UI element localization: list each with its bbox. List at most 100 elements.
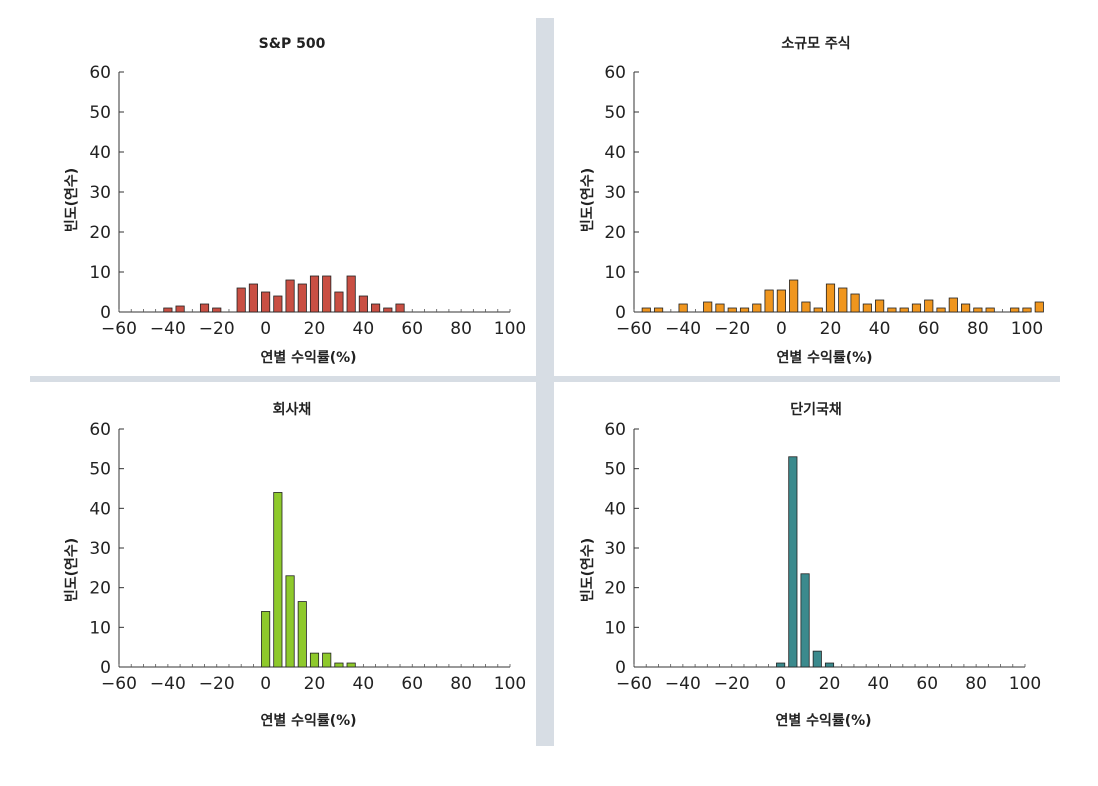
- y-tick-label: 20: [604, 579, 626, 599]
- histogram-bar: [273, 295, 283, 313]
- histogram-bar: [801, 301, 811, 313]
- histogram-bar: [285, 279, 295, 313]
- histogram-bar: [752, 303, 762, 313]
- y-axis-label: 빈도(연수): [64, 168, 80, 232]
- x-tick-label: 80: [965, 674, 987, 694]
- x-tick-label: 60: [916, 674, 938, 694]
- y-tick-label: 0: [100, 303, 111, 323]
- histogram-bar: [309, 652, 320, 668]
- panel-background: [556, 382, 1060, 746]
- x-tick-label: 40: [353, 319, 375, 339]
- histogram-bar: [297, 601, 307, 668]
- histogram-bar: [395, 303, 405, 313]
- panel-background: [32, 382, 536, 746]
- histogram-bar: [1022, 307, 1032, 313]
- panel-background: [32, 20, 536, 376]
- chart-panel-2: 소규모 주식 0 10 20 30 40 50 60 −60 −40 −20 0 20 40 60 80 100…: [556, 20, 1060, 376]
- histogram-bar: [862, 303, 872, 313]
- x-tick-label: 80: [450, 319, 472, 339]
- y-tick-label: 50: [89, 103, 111, 123]
- histogram-bar: [358, 295, 368, 313]
- x-tick-label: −20: [199, 319, 235, 339]
- x-tick-label: −40: [665, 674, 701, 694]
- histogram-bar: [911, 303, 922, 313]
- histogram-bar: [936, 307, 946, 313]
- x-tick-label: 20: [819, 674, 841, 694]
- histogram-bar: [824, 662, 835, 668]
- histogram-bar: [924, 299, 934, 313]
- histogram-bar: [825, 283, 836, 313]
- histogram-bar: [199, 303, 210, 313]
- x-tick-label: 80: [967, 319, 989, 339]
- histogram-bar: [973, 307, 983, 313]
- histogram-bar: [163, 307, 173, 313]
- x-tick-label: −20: [714, 319, 750, 339]
- x-tick-label: −40: [665, 319, 701, 339]
- y-tick-label: 30: [89, 183, 111, 203]
- x-tick-label: 0: [775, 674, 786, 694]
- y-tick-label: 40: [604, 499, 626, 519]
- histogram-bar: [1010, 307, 1020, 313]
- histogram-bar: [175, 305, 185, 313]
- x-axis-label: 연별 수익률(%): [260, 712, 356, 729]
- x-tick-label: 40: [868, 674, 890, 694]
- histogram-bar: [309, 275, 320, 313]
- histogram-bar: [334, 662, 344, 668]
- histogram-bar: [739, 307, 750, 313]
- x-tick-label: −40: [150, 674, 186, 694]
- x-tick-label: 100: [494, 319, 526, 339]
- y-tick-label: 20: [89, 223, 111, 243]
- histogram-bar: [322, 275, 332, 313]
- y-tick-label: 40: [604, 143, 626, 163]
- histogram-bar: [285, 575, 295, 668]
- y-tick-label: 10: [604, 263, 626, 283]
- histogram-bar: [985, 307, 995, 313]
- x-tick-label: 60: [401, 674, 423, 694]
- y-tick-label: 20: [89, 579, 111, 599]
- x-axis-label: 연별 수익률(%): [776, 349, 872, 366]
- y-tick-label: 0: [615, 658, 626, 678]
- histogram-bar: [703, 301, 713, 313]
- x-tick-label: 0: [776, 319, 787, 339]
- histogram-bar: [653, 307, 664, 313]
- y-tick-label: 60: [89, 63, 111, 83]
- histogram-bar: [887, 307, 897, 313]
- x-tick-label: −20: [199, 674, 235, 694]
- y-tick-label: 10: [604, 618, 626, 638]
- x-tick-label: 100: [1011, 319, 1043, 339]
- chart-title: 회사채: [273, 402, 312, 418]
- chart-title: 단기국채: [790, 401, 842, 418]
- histogram-bar: [346, 662, 356, 668]
- histogram-bar: [764, 289, 774, 313]
- x-tick-label: 100: [494, 674, 526, 694]
- y-tick-label: 50: [89, 460, 111, 480]
- histogram-bar: [678, 303, 688, 313]
- histogram-bar: [727, 307, 737, 313]
- histogram-bar: [236, 287, 246, 313]
- histogram-bar: [346, 275, 356, 313]
- x-tick-label: 20: [304, 319, 326, 339]
- histogram-bar: [641, 307, 651, 313]
- x-tick-label: −20: [714, 674, 750, 694]
- x-tick-label: −60: [616, 674, 652, 694]
- histogram-bar: [812, 650, 822, 668]
- histogram-bar: [273, 492, 283, 668]
- y-tick-label: 60: [604, 420, 626, 440]
- y-tick-label: 30: [604, 183, 626, 203]
- chart-title: 소규모 주식: [781, 36, 850, 52]
- y-tick-label: 40: [89, 143, 111, 163]
- y-tick-label: 30: [89, 539, 111, 559]
- histogram-bar: [788, 456, 798, 668]
- histogram-bar: [248, 283, 258, 313]
- x-tick-label: −60: [101, 674, 137, 694]
- chart-panel-3: 회사채 0 10 20 30 40 50 60 −60 −40 −20 0 20 40 60 80 100 연별 …: [32, 382, 536, 746]
- x-tick-label: 0: [260, 319, 271, 339]
- y-tick-label: 60: [604, 63, 626, 83]
- x-tick-label: 40: [353, 674, 375, 694]
- histogram-bar: [961, 303, 971, 313]
- panel-divider-horizontal: [30, 376, 1060, 382]
- histogram-bar: [1034, 301, 1044, 313]
- y-axis-label: 빈도(연수): [580, 168, 596, 232]
- histogram-bar: [371, 303, 381, 313]
